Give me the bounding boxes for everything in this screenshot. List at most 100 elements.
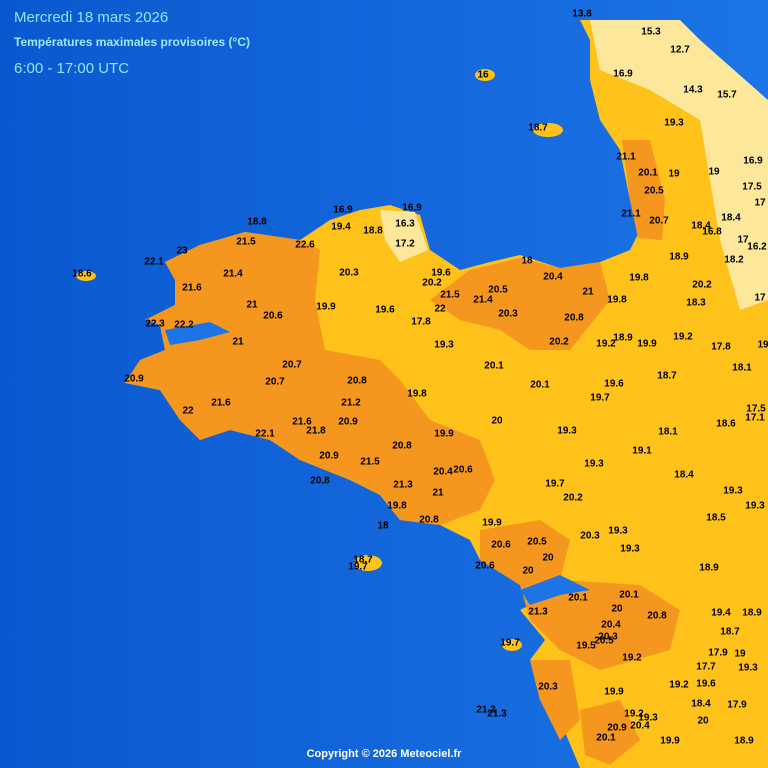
station-temperature: 20.6 xyxy=(453,465,473,476)
station-temperature: 20.1 xyxy=(619,590,639,601)
station-temperature: 17.5 xyxy=(742,182,762,193)
station-temperature: 18.7 xyxy=(657,371,677,382)
station-temperature: 18 xyxy=(377,521,389,532)
station-temperature: 19.7 xyxy=(348,562,368,573)
station-temperature: 18.3 xyxy=(686,298,706,309)
station-temperature: 21.6 xyxy=(211,398,231,409)
station-temperature: 19.2 xyxy=(673,332,693,343)
station-temperature: 18.9 xyxy=(669,252,689,263)
station-temperature: 22.2 xyxy=(174,320,194,331)
subtitle: Températures maximales provisoires (°C) xyxy=(14,35,250,49)
station-temperature: 20.6 xyxy=(491,540,511,551)
station-temperature: 21 xyxy=(432,488,444,499)
station-temperature: 20.3 xyxy=(538,682,558,693)
station-temperature: 21.5 xyxy=(440,290,460,301)
station-temperature: 14.3 xyxy=(683,85,703,96)
station-temperature: 19.8 xyxy=(629,273,649,284)
station-temperature: 20.4 xyxy=(543,272,563,283)
station-temperature: 20.2 xyxy=(563,493,583,504)
station-temperature: 19.8 xyxy=(607,295,627,306)
station-temperature: 20.1 xyxy=(484,361,504,372)
station-temperature: 20.5 xyxy=(594,636,614,647)
station-temperature: 19.9 xyxy=(637,339,657,350)
station-temperature: 20.3 xyxy=(580,531,600,542)
station-temperature: 13.8 xyxy=(572,9,592,20)
station-temperature: 21 xyxy=(232,337,244,348)
station-temperature: 21.8 xyxy=(306,426,326,437)
station-temperature: 17.5 xyxy=(746,404,766,415)
station-temperature: 17.9 xyxy=(708,648,728,659)
station-temperature: 19.7 xyxy=(545,479,565,490)
station-temperature: 16.9 xyxy=(613,69,633,80)
station-temperature: 20 xyxy=(697,716,709,727)
station-temperature: 19.7 xyxy=(500,638,520,649)
station-temperature: 19.4 xyxy=(711,608,731,619)
station-temperature: 19.3 xyxy=(620,544,640,555)
station-temperature: 17.8 xyxy=(711,342,731,353)
station-temperature: 19.3 xyxy=(745,501,765,512)
pale-zone xyxy=(590,20,768,310)
station-temperature: 17.8 xyxy=(411,317,431,328)
station-temperature: 18.4 xyxy=(691,221,711,232)
station-temperature: 18.8 xyxy=(247,217,267,228)
station-temperature: 19.3 xyxy=(664,118,684,129)
station-temperature: 21.1 xyxy=(621,209,641,220)
station-temperature: 20.5 xyxy=(644,186,664,197)
inlet xyxy=(520,575,590,605)
station-temperature: 19.9 xyxy=(316,302,336,313)
warm-zone xyxy=(580,700,640,765)
station-temperature: 20.8 xyxy=(392,441,412,452)
station-temperature: 20.7 xyxy=(649,216,669,227)
station-temperature: 21.6 xyxy=(292,417,312,428)
station-temperature: 17 xyxy=(754,198,766,209)
station-temperature: 20.8 xyxy=(564,313,584,324)
station-temperature: 20.9 xyxy=(124,374,144,385)
islands xyxy=(76,69,563,651)
station-temperature: 16 xyxy=(477,70,489,81)
station-temperature: 18.4 xyxy=(691,699,711,710)
warm-zone xyxy=(480,520,680,670)
station-temperature: 19.3 xyxy=(608,526,628,537)
station-temperature: 20.8 xyxy=(310,476,330,487)
station-temperature: 20.1 xyxy=(596,733,616,744)
warm-zone xyxy=(125,232,495,525)
station-temperature: 21.3 xyxy=(393,480,413,491)
station-temperature: 18.6 xyxy=(72,269,92,280)
station-temperature: 17 xyxy=(737,235,749,246)
warm-zone xyxy=(530,660,580,740)
period: 6:00 - 17:00 UTC xyxy=(14,60,129,77)
station-temperature: 16.3 xyxy=(395,219,415,230)
station-temperature: 19.3 xyxy=(557,426,577,437)
station-temperature: 17.7 xyxy=(696,662,716,673)
station-temperature: 22.6 xyxy=(295,240,315,251)
station-temperature: 21.2 xyxy=(476,705,496,716)
station-temperature: 18.8 xyxy=(363,226,383,237)
station-temperature: 15.7 xyxy=(717,90,737,101)
station-temperature: 21 xyxy=(246,300,258,311)
station-temperature: 22.3 xyxy=(145,319,165,330)
station-temperature: 20.7 xyxy=(282,360,302,371)
station-temperature: 18.6 xyxy=(716,419,736,430)
island xyxy=(354,555,382,571)
station-temperature: 18.5 xyxy=(706,513,726,524)
station-temperature: 20.9 xyxy=(607,723,627,734)
station-temperature: 19.4 xyxy=(331,222,351,233)
station-temperature: 21 xyxy=(582,287,594,298)
station-temperature: 19.9 xyxy=(434,429,454,440)
station-temperature: 20.3 xyxy=(339,268,359,279)
station-temperature: 22.1 xyxy=(144,257,164,268)
station-temperature: 20 xyxy=(491,416,503,427)
station-temperature: 19.7 xyxy=(590,393,610,404)
station-temperature: 18.1 xyxy=(658,427,678,438)
station-temperature: 16.2 xyxy=(747,242,767,253)
station-temperature: 20.6 xyxy=(263,311,283,322)
station-temperature: 21.4 xyxy=(223,269,243,280)
station-temperature: 20.5 xyxy=(488,285,508,296)
station-temperature: 19.6 xyxy=(604,379,624,390)
station-temperature: 22 xyxy=(434,304,446,315)
copyright: Copyright © 2026 Meteociel.fr xyxy=(307,748,463,760)
station-temperature: 20.8 xyxy=(347,376,367,387)
station-temperature: 20.4 xyxy=(433,467,453,478)
station-temperature: 21.5 xyxy=(236,237,256,248)
